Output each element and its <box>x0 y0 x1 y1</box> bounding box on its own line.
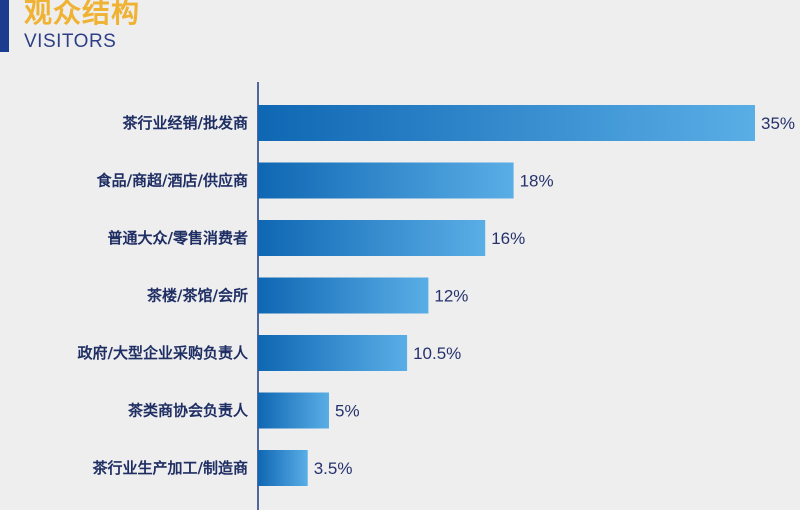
value-label: 18% <box>520 172 554 191</box>
title-accent-bar <box>0 0 9 52</box>
category-label: 食品/商超/酒店/供应商 <box>97 172 248 190</box>
category-label: 普通大众/零售消费者 <box>108 229 248 247</box>
category-label: 茶类商协会负责人 <box>128 402 249 420</box>
value-label: 35% <box>761 114 795 133</box>
bar <box>258 335 408 371</box>
value-label: 10.5% <box>413 344 461 363</box>
bar <box>258 392 329 429</box>
page-title: 观众结构 <box>24 0 141 29</box>
value-label: 16% <box>491 229 525 248</box>
category-label: 茶行业生产加工/制造商 <box>93 459 248 477</box>
category-label: 政府/大型企业采购负责人 <box>78 344 249 362</box>
category-label: 茶行业经销/批发商 <box>123 114 248 132</box>
bar <box>258 277 429 314</box>
bar <box>258 162 514 199</box>
category-label: 茶楼/茶馆/会所 <box>147 287 248 305</box>
bar <box>258 220 486 256</box>
value-label: 5% <box>335 402 360 421</box>
value-label: 3.5% <box>314 459 353 478</box>
bar <box>258 450 308 486</box>
bar <box>258 105 755 141</box>
page-subtitle: VISITORS <box>24 31 117 52</box>
value-label: 12% <box>434 287 468 306</box>
